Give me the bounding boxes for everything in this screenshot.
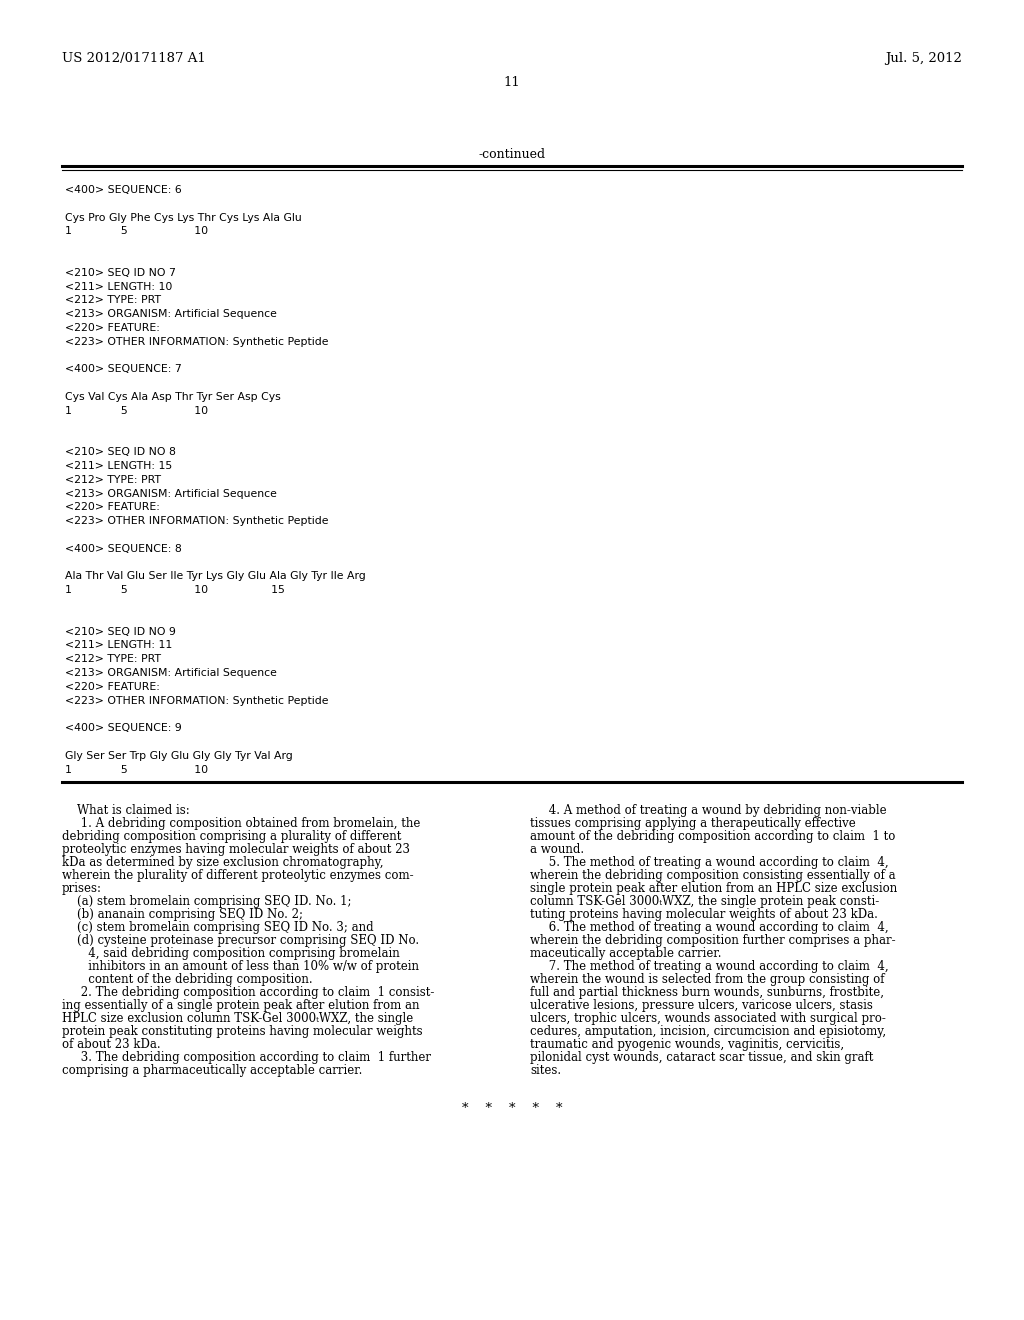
- Text: Ala Thr Val Glu Ser Ile Tyr Lys Gly Glu Ala Gly Tyr Ile Arg: Ala Thr Val Glu Ser Ile Tyr Lys Gly Glu …: [65, 572, 366, 581]
- Text: 1              5                   10                  15: 1 5 10 15: [65, 585, 285, 595]
- Text: tissues comprising applying a therapeutically effective: tissues comprising applying a therapeuti…: [530, 817, 856, 830]
- Text: wherein the wound is selected from the group consisting of: wherein the wound is selected from the g…: [530, 973, 885, 986]
- Text: <211> LENGTH: 15: <211> LENGTH: 15: [65, 461, 172, 471]
- Text: US 2012/0171187 A1: US 2012/0171187 A1: [62, 51, 206, 65]
- Text: ulcers, trophic ulcers, wounds associated with surgical pro-: ulcers, trophic ulcers, wounds associate…: [530, 1012, 886, 1026]
- Text: kDa as determined by size exclusion chromatography,: kDa as determined by size exclusion chro…: [62, 857, 384, 870]
- Text: 2. The debriding composition according to claim  1 consist-: 2. The debriding composition according t…: [62, 986, 434, 999]
- Text: *    *    *    *    *: * * * * *: [462, 1102, 562, 1115]
- Text: Gly Ser Ser Trp Gly Glu Gly Gly Tyr Val Arg: Gly Ser Ser Trp Gly Glu Gly Gly Tyr Val …: [65, 751, 293, 760]
- Text: ing essentially of a single protein peak after elution from an: ing essentially of a single protein peak…: [62, 999, 420, 1012]
- Text: a wound.: a wound.: [530, 843, 584, 857]
- Text: <220> FEATURE:: <220> FEATURE:: [65, 503, 160, 512]
- Text: of about 23 kDa.: of about 23 kDa.: [62, 1039, 161, 1052]
- Text: 6. The method of treating a wound according to claim  4,: 6. The method of treating a wound accord…: [530, 921, 889, 935]
- Text: proteolytic enzymes having molecular weights of about 23: proteolytic enzymes having molecular wei…: [62, 843, 410, 857]
- Text: amount of the debriding composition according to claim  1 to: amount of the debriding composition acco…: [530, 830, 895, 843]
- Text: <210> SEQ ID NO 8: <210> SEQ ID NO 8: [65, 447, 176, 457]
- Text: content of the debriding composition.: content of the debriding composition.: [62, 973, 312, 986]
- Text: sites.: sites.: [530, 1064, 561, 1077]
- Text: <400> SEQUENCE: 8: <400> SEQUENCE: 8: [65, 544, 181, 554]
- Text: Jul. 5, 2012: Jul. 5, 2012: [885, 51, 962, 65]
- Text: Cys Pro Gly Phe Cys Lys Thr Cys Lys Ala Glu: Cys Pro Gly Phe Cys Lys Thr Cys Lys Ala …: [65, 213, 302, 223]
- Text: 4. A method of treating a wound by debriding non-viable: 4. A method of treating a wound by debri…: [530, 804, 887, 817]
- Text: 1              5                   10: 1 5 10: [65, 227, 208, 236]
- Text: 1              5                   10: 1 5 10: [65, 405, 208, 416]
- Text: 1. A debriding composition obtained from bromelain, the: 1. A debriding composition obtained from…: [62, 817, 421, 830]
- Text: 3. The debriding composition according to claim  1 further: 3. The debriding composition according t…: [62, 1052, 431, 1064]
- Text: pilonidal cyst wounds, cataract scar tissue, and skin graft: pilonidal cyst wounds, cataract scar tis…: [530, 1052, 873, 1064]
- Text: What is claimed is:: What is claimed is:: [62, 804, 189, 817]
- Text: (a) stem bromelain comprising SEQ ID. No. 1;: (a) stem bromelain comprising SEQ ID. No…: [62, 895, 351, 908]
- Text: traumatic and pyogenic wounds, vaginitis, cervicitis,: traumatic and pyogenic wounds, vaginitis…: [530, 1039, 844, 1052]
- Text: <223> OTHER INFORMATION: Synthetic Peptide: <223> OTHER INFORMATION: Synthetic Pepti…: [65, 337, 329, 347]
- Text: tuting proteins having molecular weights of about 23 kDa.: tuting proteins having molecular weights…: [530, 908, 878, 921]
- Text: 4, said debriding composition comprising bromelain: 4, said debriding composition comprising…: [62, 948, 399, 961]
- Text: <220> FEATURE:: <220> FEATURE:: [65, 323, 160, 333]
- Text: <212> TYPE: PRT: <212> TYPE: PRT: [65, 475, 161, 484]
- Text: -continued: -continued: [478, 148, 546, 161]
- Text: prises:: prises:: [62, 882, 102, 895]
- Text: <400> SEQUENCE: 9: <400> SEQUENCE: 9: [65, 723, 181, 733]
- Text: 11: 11: [504, 77, 520, 88]
- Text: Cys Val Cys Ala Asp Thr Tyr Ser Asp Cys: Cys Val Cys Ala Asp Thr Tyr Ser Asp Cys: [65, 392, 281, 403]
- Text: 1              5                   10: 1 5 10: [65, 764, 208, 775]
- Text: <213> ORGANISM: Artificial Sequence: <213> ORGANISM: Artificial Sequence: [65, 488, 276, 499]
- Text: maceutically acceptable carrier.: maceutically acceptable carrier.: [530, 948, 722, 961]
- Text: <213> ORGANISM: Artificial Sequence: <213> ORGANISM: Artificial Sequence: [65, 309, 276, 319]
- Text: wherein the debriding composition consisting essentially of a: wherein the debriding composition consis…: [530, 870, 896, 882]
- Text: full and partial thickness burn wounds, sunburns, frostbite,: full and partial thickness burn wounds, …: [530, 986, 884, 999]
- Text: <212> TYPE: PRT: <212> TYPE: PRT: [65, 655, 161, 664]
- Text: column TSK-Gel 3000ₜWXZ, the single protein peak consti-: column TSK-Gel 3000ₜWXZ, the single prot…: [530, 895, 880, 908]
- Text: <223> OTHER INFORMATION: Synthetic Peptide: <223> OTHER INFORMATION: Synthetic Pepti…: [65, 516, 329, 527]
- Text: <400> SEQUENCE: 7: <400> SEQUENCE: 7: [65, 364, 181, 375]
- Text: <212> TYPE: PRT: <212> TYPE: PRT: [65, 296, 161, 305]
- Text: ulcerative lesions, pressure ulcers, varicose ulcers, stasis: ulcerative lesions, pressure ulcers, var…: [530, 999, 872, 1012]
- Text: <220> FEATURE:: <220> FEATURE:: [65, 682, 160, 692]
- Text: <211> LENGTH: 10: <211> LENGTH: 10: [65, 281, 172, 292]
- Text: <210> SEQ ID NO 9: <210> SEQ ID NO 9: [65, 627, 176, 636]
- Text: <223> OTHER INFORMATION: Synthetic Peptide: <223> OTHER INFORMATION: Synthetic Pepti…: [65, 696, 329, 706]
- Text: <210> SEQ ID NO 7: <210> SEQ ID NO 7: [65, 268, 176, 277]
- Text: wherein the debriding composition further comprises a phar-: wherein the debriding composition furthe…: [530, 935, 896, 948]
- Text: single protein peak after elution from an HPLC size exclusion: single protein peak after elution from a…: [530, 882, 897, 895]
- Text: comprising a pharmaceutically acceptable carrier.: comprising a pharmaceutically acceptable…: [62, 1064, 362, 1077]
- Text: 7. The method of treating a wound according to claim  4,: 7. The method of treating a wound accord…: [530, 961, 889, 973]
- Text: (d) cysteine proteinase precursor comprising SEQ ID No.: (d) cysteine proteinase precursor compri…: [62, 935, 419, 948]
- Text: protein peak constituting proteins having molecular weights: protein peak constituting proteins havin…: [62, 1026, 423, 1039]
- Text: inhibitors in an amount of less than 10% w/w of protein: inhibitors in an amount of less than 10%…: [62, 961, 419, 973]
- Text: 5. The method of treating a wound according to claim  4,: 5. The method of treating a wound accord…: [530, 857, 889, 870]
- Text: wherein the plurality of different proteolytic enzymes com-: wherein the plurality of different prote…: [62, 870, 414, 882]
- Text: HPLC size exclusion column TSK-Gel 3000ₜWXZ, the single: HPLC size exclusion column TSK-Gel 3000ₜ…: [62, 1012, 414, 1026]
- Text: (c) stem bromelain comprising SEQ ID No. 3; and: (c) stem bromelain comprising SEQ ID No.…: [62, 921, 374, 935]
- Text: <211> LENGTH: 11: <211> LENGTH: 11: [65, 640, 172, 651]
- Text: <400> SEQUENCE: 6: <400> SEQUENCE: 6: [65, 185, 181, 195]
- Text: cedures, amputation, incision, circumcision and episiotomy,: cedures, amputation, incision, circumcis…: [530, 1026, 886, 1039]
- Text: debriding composition comprising a plurality of different: debriding composition comprising a plura…: [62, 830, 401, 843]
- Text: <213> ORGANISM: Artificial Sequence: <213> ORGANISM: Artificial Sequence: [65, 668, 276, 678]
- Text: (b) ananain comprising SEQ ID No. 2;: (b) ananain comprising SEQ ID No. 2;: [62, 908, 303, 921]
